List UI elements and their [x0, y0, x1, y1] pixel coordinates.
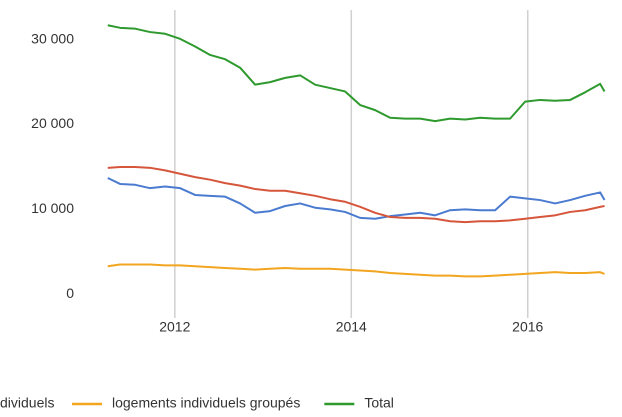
- y-tick-label: 20 000: [31, 115, 74, 131]
- legend-label: dividuels: [0, 395, 54, 411]
- plot-area: [107, 24, 606, 278]
- legend-label: Total: [364, 395, 394, 411]
- legend: dividuels logements individuels groupés T…: [0, 395, 394, 411]
- series-line: [107, 165, 605, 224]
- x-tick-label: 2016: [512, 319, 543, 335]
- grid: 2012 2014 2016 0 10 000 20 000 30 000: [31, 10, 544, 335]
- x-tick-label: 2014: [336, 319, 367, 335]
- y-tick-label: 0: [66, 285, 74, 301]
- series-line: [107, 177, 606, 220]
- y-tick-label: 30 000: [31, 30, 74, 46]
- series-line: [107, 24, 606, 123]
- legend-label: logements individuels groupés: [112, 395, 300, 411]
- y-tick-label: 10 000: [31, 200, 74, 216]
- series-line: [107, 263, 605, 278]
- x-tick-label: 2012: [159, 319, 190, 335]
